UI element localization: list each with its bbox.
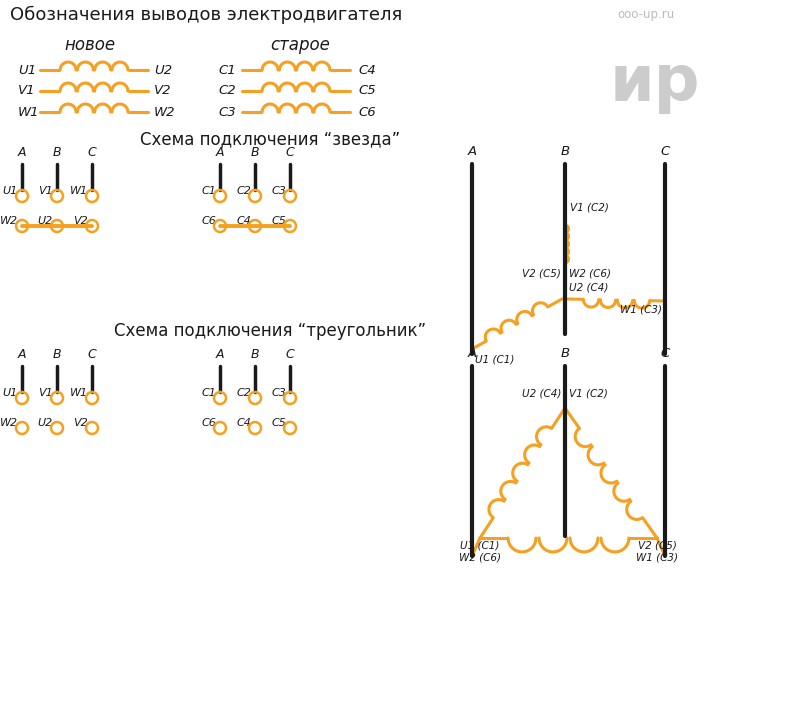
Text: Схема подключения “звезда”: Схема подключения “звезда” xyxy=(140,130,400,148)
Text: V1: V1 xyxy=(38,388,53,398)
Text: C3: C3 xyxy=(218,106,236,118)
Text: C6: C6 xyxy=(201,418,216,428)
Text: C4: C4 xyxy=(358,63,376,77)
Text: W1: W1 xyxy=(70,388,88,398)
Text: U1 (C1): U1 (C1) xyxy=(460,540,500,550)
Text: W2 (C6): W2 (C6) xyxy=(459,552,501,562)
Text: W1: W1 xyxy=(70,186,88,196)
Text: W1: W1 xyxy=(18,106,39,118)
Text: U2: U2 xyxy=(154,63,172,77)
Text: U2: U2 xyxy=(38,216,53,226)
Text: V1: V1 xyxy=(38,186,53,196)
Text: W2: W2 xyxy=(0,418,18,428)
Text: C3: C3 xyxy=(271,388,286,398)
Text: C5: C5 xyxy=(271,418,286,428)
Text: старое: старое xyxy=(270,36,330,54)
Text: W2: W2 xyxy=(154,106,175,118)
Text: C2: C2 xyxy=(218,84,236,97)
Text: A: A xyxy=(467,347,477,360)
Text: U1 (C1): U1 (C1) xyxy=(475,355,514,365)
Text: Обозначения выводов электродвигателя: Обозначения выводов электродвигателя xyxy=(10,6,402,24)
Text: U1: U1 xyxy=(18,63,36,77)
Text: C5: C5 xyxy=(358,84,376,97)
Text: C2: C2 xyxy=(236,186,251,196)
Text: A: A xyxy=(467,145,477,158)
Text: C1: C1 xyxy=(201,388,216,398)
Text: новое: новое xyxy=(65,36,115,54)
Text: V2 (C5): V2 (C5) xyxy=(638,540,677,550)
Text: V1 (C2): V1 (C2) xyxy=(570,203,609,213)
Text: V2 (C5): V2 (C5) xyxy=(522,269,561,279)
Text: C6: C6 xyxy=(358,106,376,118)
Text: C3: C3 xyxy=(271,186,286,196)
Text: A: A xyxy=(216,348,224,361)
Text: V1: V1 xyxy=(18,84,35,97)
Text: B: B xyxy=(53,146,62,159)
Text: C: C xyxy=(88,348,96,361)
Text: W1 (C3): W1 (C3) xyxy=(620,305,662,315)
Text: U1: U1 xyxy=(2,388,18,398)
Text: C1: C1 xyxy=(218,63,236,77)
Text: W2 (C6): W2 (C6) xyxy=(569,269,611,279)
Text: U1: U1 xyxy=(2,186,18,196)
Text: Схема подключения “треугольник”: Схема подключения “треугольник” xyxy=(114,322,426,340)
Text: U2 (C4): U2 (C4) xyxy=(522,388,561,398)
Text: W1 (C3): W1 (C3) xyxy=(636,552,678,562)
Text: C4: C4 xyxy=(236,216,251,226)
Text: V1 (C2): V1 (C2) xyxy=(569,388,608,398)
Text: V2: V2 xyxy=(74,216,88,226)
Text: ooo-up.ru: ooo-up.ru xyxy=(617,8,674,21)
Text: A: A xyxy=(216,146,224,159)
Text: C6: C6 xyxy=(201,216,216,226)
Text: C: C xyxy=(286,348,294,361)
Text: A: A xyxy=(18,348,26,361)
Text: C1: C1 xyxy=(201,186,216,196)
Text: C: C xyxy=(88,146,96,159)
Text: B: B xyxy=(250,146,259,159)
Text: U2: U2 xyxy=(38,418,53,428)
Text: ир: ир xyxy=(610,52,701,114)
Text: B: B xyxy=(561,347,570,360)
Text: B: B xyxy=(250,348,259,361)
Text: B: B xyxy=(561,145,570,158)
Text: C2: C2 xyxy=(236,388,251,398)
Text: V2: V2 xyxy=(154,84,171,97)
Text: A: A xyxy=(18,146,26,159)
Text: C: C xyxy=(660,145,670,158)
Text: B: B xyxy=(53,348,62,361)
Text: U2 (C4): U2 (C4) xyxy=(569,283,608,293)
Text: V2: V2 xyxy=(74,418,88,428)
Text: C: C xyxy=(286,146,294,159)
Text: C4: C4 xyxy=(236,418,251,428)
Text: C: C xyxy=(660,347,670,360)
Text: C5: C5 xyxy=(271,216,286,226)
Text: W2: W2 xyxy=(0,216,18,226)
